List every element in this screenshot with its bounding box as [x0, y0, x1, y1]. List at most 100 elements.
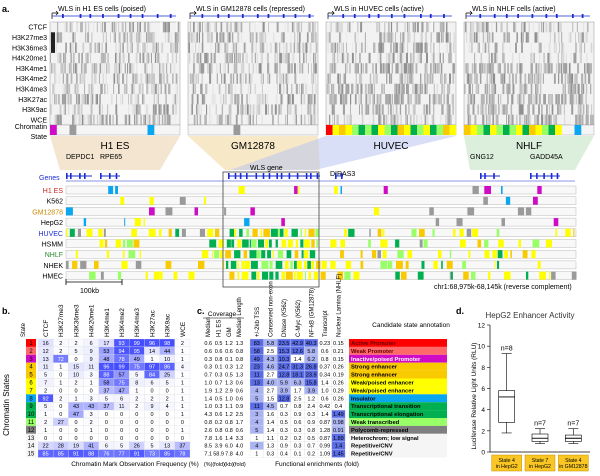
window-heatmap-cell: [347, 52, 349, 64]
window-heatmap-cell: [359, 52, 361, 64]
state-segment: [249, 239, 252, 248]
window-heatmap-cell: [120, 52, 123, 64]
window-heatmap-cell: [104, 22, 106, 33]
window-heatmap-cell: [135, 22, 137, 33]
state-segment: [272, 250, 274, 259]
window-heatmap-cell: [168, 83, 170, 95]
coverage-value: 1.0: [204, 381, 212, 387]
chart-ylabel: Luciferase Relative Light Units (RLU): [471, 343, 478, 450]
window-heatmap-cell: [401, 63, 403, 74]
coverage-column-header: H1 ES: [216, 320, 222, 337]
window-heatmap-cell: [53, 63, 56, 74]
window-heatmap-cell: [89, 114, 92, 125]
window-heatmap-cell: [590, 42, 592, 53]
state-segment: [242, 239, 249, 248]
window-heatmap-cell: [260, 73, 262, 84]
window-heatmap-cell: [588, 73, 590, 84]
window-heatmap-cell: [77, 94, 79, 105]
state-segment: [334, 186, 338, 194]
window-heatmap-cell: [221, 104, 224, 115]
window-heatmap-cell: [362, 63, 364, 74]
frequency-value: 3: [90, 412, 93, 418]
state-color-swatch: [26, 410, 36, 418]
window-heatmap-cell: [569, 32, 571, 43]
window-heatmap-cell: [516, 114, 518, 125]
window-heatmap-cell: [290, 94, 292, 105]
enrichment-value: 0.9: [280, 444, 288, 450]
window-heatmap-cell: [202, 63, 205, 74]
mark-label-h3k27me3: H3K27me3: [12, 35, 47, 42]
window-heatmap-cell: [152, 104, 155, 115]
window-gene-exon: [571, 14, 574, 18]
state-track-bg: [65, 260, 577, 270]
window-state-segment: [443, 125, 450, 135]
wls-highlight-box: [222, 171, 320, 288]
window-heatmap-cell: [200, 104, 202, 115]
window-heatmap-cell: [424, 83, 425, 95]
window-heatmap-cell: [488, 94, 491, 105]
state-segment: [229, 271, 235, 280]
window-gene-tracks: [51, 10, 590, 19]
window-heatmap-cell: [294, 114, 297, 125]
window-heatmap-cell: [510, 42, 513, 53]
window-heatmap-cell: [194, 83, 196, 95]
window-heatmap-cell: [474, 63, 476, 74]
gene-exon: [305, 173, 308, 179]
enrichment-value: 10.3: [279, 357, 290, 363]
window-heatmap-cell: [529, 94, 532, 105]
window-heatmap-cell: [531, 52, 533, 64]
window-heatmap-cell: [418, 42, 421, 53]
enrichment-value: 23: [254, 365, 260, 371]
window-heatmap-cell: [507, 94, 509, 105]
state-segment: [117, 271, 122, 280]
window-heatmap-cell: [355, 42, 357, 53]
gene-exon: [310, 173, 312, 179]
window-heatmap-cell: [539, 83, 541, 95]
frequency-value: 1: [181, 357, 184, 363]
window-heatmap-cell: [98, 83, 100, 95]
state-number: 9: [29, 404, 33, 410]
state-segment: [241, 260, 245, 269]
enrichment-value: 0.8: [307, 428, 315, 434]
frequency-value: 86: [164, 365, 170, 371]
window-gene-exon: [555, 14, 558, 18]
state-segment: [537, 260, 541, 269]
state-segment: [75, 250, 78, 259]
window-heatmap-cell: [77, 32, 79, 43]
window-heatmap-cell: [369, 94, 371, 105]
window-heatmap-cell: [143, 22, 145, 33]
window-heatmap-cell: [158, 83, 161, 95]
state-color-swatch: [26, 386, 36, 395]
window-heatmap-cell: [584, 32, 586, 43]
window-heatmap-cell: [582, 32, 584, 43]
window-heatmap-cell: [444, 42, 446, 53]
state-track-bg: [65, 228, 577, 238]
window-heatmap-cell: [66, 32, 69, 43]
window-heatmap-cell: [138, 32, 141, 43]
window-heatmap-cell: [489, 42, 491, 53]
window-heatmap-cell: [220, 94, 223, 105]
window-heatmap-cell: [582, 83, 585, 95]
window-heatmap-cell: [392, 22, 393, 33]
window-heatmap-cell: [375, 104, 377, 115]
gene-exon: [268, 173, 271, 179]
window-heatmap-cell: [104, 63, 107, 74]
window-heatmap-cell: [296, 22, 299, 33]
window-heatmap-cell: [118, 42, 120, 53]
window-heatmap-cell: [198, 63, 200, 74]
state-segment: [214, 250, 219, 259]
window-heatmap-cell: [505, 104, 508, 115]
window-heatmap-cell: [304, 114, 306, 125]
enrichment-value: 3: [255, 412, 258, 418]
window-heatmap-cell: [172, 94, 175, 105]
window-heatmap-cell: [306, 32, 309, 43]
gene-exon: [530, 173, 532, 179]
window-heatmap-cell: [453, 63, 455, 74]
enrichment-value: 1.4: [335, 444, 343, 450]
window-heatmap-cell: [229, 22, 231, 33]
window-heatmap-cell: [99, 73, 100, 84]
window-heatmap-cell: [76, 22, 78, 33]
annotation-label: Repetitive/CNV: [351, 444, 393, 450]
box-n-label: n=7: [567, 421, 579, 428]
window-heatmap-cell: [164, 22, 167, 33]
